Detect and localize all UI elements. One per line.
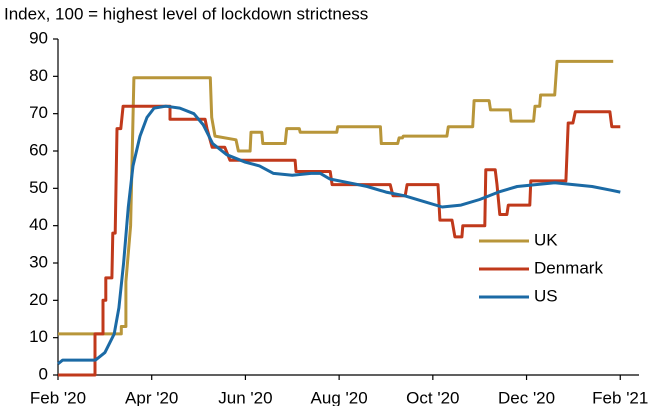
x-tick-label: Dec '20 [498, 388, 555, 406]
x-tick-label: Aug '20 [311, 388, 368, 406]
x-tick-label: Apr '20 [125, 388, 178, 406]
series-line [58, 104, 621, 377]
y-tick-label: 0 [39, 364, 48, 383]
y-tick-label: 30 [29, 252, 48, 271]
y-tick-label: 10 [29, 327, 48, 346]
x-tick-label: Jun '20 [218, 388, 272, 406]
y-tick-label: 40 [29, 215, 48, 234]
x-tick-label: Oct '20 [406, 388, 459, 406]
y-tick-label: 80 [29, 66, 48, 85]
chart-subtitle: Index, 100 = highest level of lockdown s… [4, 4, 368, 23]
y-tick-label: 20 [29, 290, 48, 309]
series-line [57, 104, 621, 365]
y-tick-label: 70 [29, 103, 48, 122]
y-tick-label: 50 [29, 178, 48, 197]
legend-label: UK [534, 230, 558, 249]
x-tick-label: Feb '20 [30, 388, 86, 406]
y-tick-label: 90 [29, 28, 48, 47]
legend-label: Denmark [534, 258, 603, 277]
series-line [58, 59, 614, 336]
y-tick-label: 60 [29, 140, 48, 159]
legend-label: US [534, 286, 558, 305]
x-tick-label: Feb '21 [592, 388, 648, 406]
